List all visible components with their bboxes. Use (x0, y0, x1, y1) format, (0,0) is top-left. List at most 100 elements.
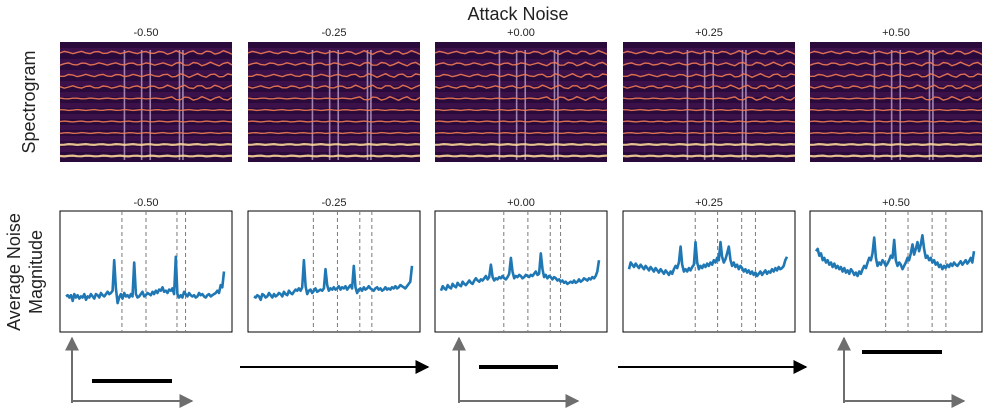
plot-frame (59, 210, 233, 333)
spectrogram-noise-band (810, 114, 982, 119)
noise-plot-title: +0.50 (882, 197, 910, 209)
spectrogram-onset (498, 50, 501, 160)
spectrogram-noise-band (623, 125, 795, 130)
spectrogram-onset (366, 50, 369, 160)
spectrogram-harmonic (59, 154, 233, 158)
spectrogram-noise-band (60, 125, 232, 130)
noise-plot-title: -0.25 (321, 197, 346, 209)
noise-series-line (439, 252, 601, 292)
spectrogram-onset (149, 50, 152, 160)
spectrogram-onset (712, 50, 715, 160)
spectrogram-harmonic (247, 154, 421, 158)
spectrogram-harmonic (622, 95, 796, 102)
spectrogram-noise-band (435, 70, 607, 75)
spectrogram-noise-band (623, 103, 795, 108)
spectrogram-noise-band (810, 92, 982, 97)
spectrogram-harmonic (248, 72, 421, 79)
spectrogram-noise-band (810, 136, 982, 141)
spectrogram-noise-band (248, 92, 420, 97)
noise-plot-title: -0.50 (133, 197, 158, 209)
spectrogram-panel-title: -0.25 (321, 27, 346, 39)
spectrogram-panel: -0.25 (247, 27, 421, 162)
spectrogram-noise-band (60, 81, 232, 86)
spectrogram-harmonic (434, 95, 608, 102)
spectrogram-harmonic (247, 108, 421, 112)
spectrogram-harmonic (247, 61, 421, 67)
spectrogram-noise-band (623, 59, 795, 64)
spectrogram-harmonic (622, 84, 796, 90)
spectrogram-harmonic (434, 142, 608, 147)
spectrogram-harmonic (809, 95, 983, 102)
spectrogram-harmonic (59, 142, 233, 147)
spectrogram-harmonic (247, 84, 421, 90)
spectrogram-harmonic (622, 49, 796, 56)
spectrogram-onset (899, 50, 902, 160)
spectrogram-noise-band (435, 114, 607, 119)
spectrogram-onset (553, 50, 556, 160)
spectrogram-harmonic (809, 154, 983, 158)
spectrogram-harmonic (622, 120, 796, 123)
spectrogram-onset (873, 50, 876, 160)
spectrogram-onset (890, 50, 893, 160)
spectrogram-harmonic (435, 72, 608, 79)
spectrogram-noise-band (248, 136, 420, 141)
spectrogram-noise-band (60, 136, 232, 141)
spectrogram-noise-band (248, 147, 420, 152)
noise-plot-panel: +0.25 (622, 197, 796, 333)
spectrogram-harmonic (59, 131, 233, 135)
noise-plot-panel: +0.50 (809, 197, 983, 333)
spectrogram-harmonic (247, 120, 421, 123)
spectrogram-harmonic (622, 154, 796, 158)
spectrogram-panel: +0.25 (622, 27, 796, 162)
spectrogram-harmonic (434, 108, 608, 112)
spectrogram-onset (178, 50, 181, 160)
spectrogram-harmonic (622, 108, 796, 112)
spectrogram-onset (741, 50, 744, 160)
spectrogram-noise-band (435, 48, 607, 53)
spectrogram-noise-band (435, 59, 607, 64)
noise-plot-title: +0.25 (695, 197, 723, 209)
spectrogram-harmonic (247, 95, 421, 102)
spectrogram-harmonic (247, 49, 421, 56)
spectrogram-panel: -0.50 (59, 27, 233, 162)
spectrogram-noise-band (623, 81, 795, 86)
spectrogram-harmonic (434, 154, 608, 158)
spectrogram-noise-band (248, 59, 420, 64)
spectrogram-noise-band (623, 92, 795, 97)
spectrogram-harmonic (622, 131, 796, 135)
spectrogram-noise-band (810, 125, 982, 130)
spectrogram-harmonic (623, 72, 796, 79)
spectrogram-noise-band (60, 48, 232, 53)
noise-plot-panel: -0.50 (59, 197, 233, 333)
spectrogram-harmonic (809, 61, 983, 67)
spectrogram-noise-band (623, 70, 795, 75)
spectrogram-harmonic (809, 84, 983, 90)
spectrogram-onset (370, 50, 372, 160)
spectrogram-onset (311, 50, 314, 160)
spectrogram-noise-band (810, 48, 982, 53)
spectrogram-harmonic (59, 95, 233, 102)
noise-plot-panel: -0.25 (247, 197, 421, 333)
spectrogram-harmonic (59, 120, 233, 123)
spectrogram-panel: +0.00 (434, 27, 608, 162)
spectrogram-noise-band (435, 92, 607, 97)
spectrogram-noise-band (623, 136, 795, 141)
spectrogram-harmonic (247, 131, 421, 135)
row-label-noise-line1: Average Noise (4, 213, 24, 331)
spectrogram-onset (928, 50, 931, 160)
noise-series-line (814, 234, 976, 278)
spectrogram-harmonic (622, 61, 796, 67)
spectrogram-harmonic (434, 131, 608, 135)
trend-decorations (65, 336, 966, 408)
spectrogram-harmonic (622, 142, 796, 147)
spectrogram-noise-band (248, 70, 420, 75)
spectrogram-panel-title: +0.50 (882, 27, 910, 39)
spectrogram-onset (182, 50, 184, 160)
spectrogram-noise-band (248, 125, 420, 130)
spectrogram-panel-title: +0.00 (507, 27, 535, 39)
noise-series-line (627, 240, 789, 278)
spectrogram-harmonic (247, 142, 421, 147)
spectrogram-noise-band (248, 103, 420, 108)
noise-plot-panel: +0.00 (434, 197, 608, 333)
spectrogram-harmonic (809, 49, 983, 56)
